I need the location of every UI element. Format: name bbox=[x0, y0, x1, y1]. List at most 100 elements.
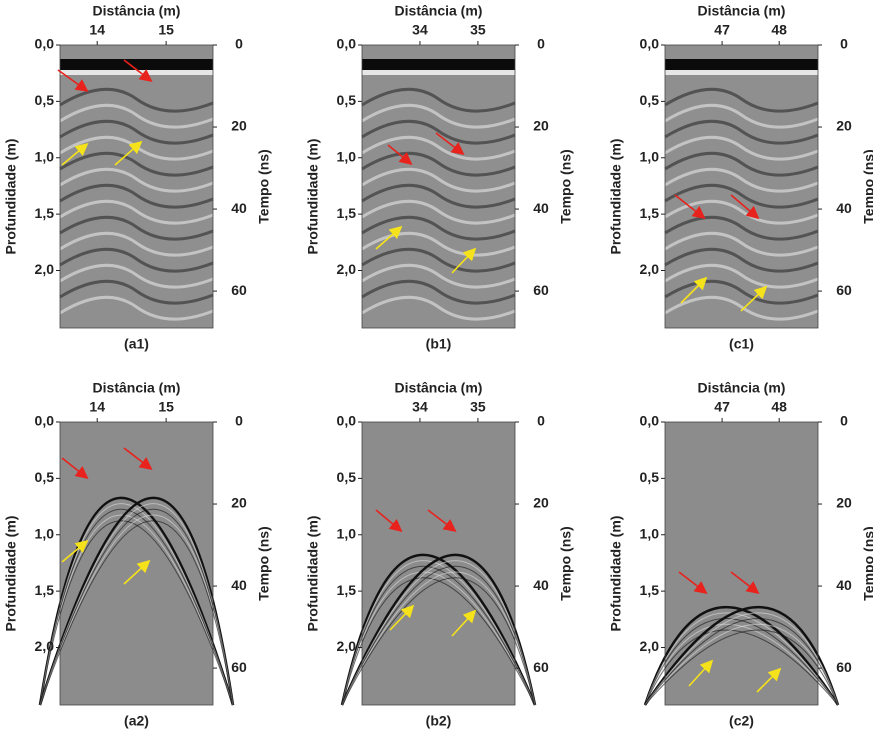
x-tick-label: 35 bbox=[470, 399, 486, 415]
direct-wave-light bbox=[362, 70, 515, 75]
y-tick-label: 2,0 bbox=[640, 261, 660, 277]
x-axis-title: Distância (m) bbox=[395, 3, 483, 19]
annotation-arrow bbox=[756, 667, 782, 693]
y-tick-label: 0,5 bbox=[640, 469, 660, 485]
annotation-arrow bbox=[451, 609, 477, 637]
y2-tick-label: 60 bbox=[836, 659, 852, 675]
y-tick-label: 1,0 bbox=[35, 148, 55, 164]
x-axis-title: Distância (m) bbox=[93, 3, 181, 19]
reflection-band bbox=[59, 295, 214, 321]
y-tick-label: 1,5 bbox=[640, 205, 660, 221]
hyperbola bbox=[341, 560, 536, 706]
x-tick-label: 15 bbox=[158, 399, 174, 415]
panel-caption: (a1) bbox=[124, 336, 149, 352]
y-tick-label: 0,0 bbox=[35, 36, 55, 52]
reflection-band bbox=[59, 263, 214, 289]
y-axis-title: Profundidade (m) bbox=[3, 139, 19, 255]
x-tick-label: 15 bbox=[158, 22, 174, 38]
hyperbola bbox=[644, 618, 839, 706]
hyperbola bbox=[644, 629, 839, 706]
y-tick-label: 2,0 bbox=[35, 261, 55, 277]
reflection-band bbox=[361, 135, 516, 161]
y2-tick-label: 20 bbox=[836, 495, 852, 511]
reflection-band bbox=[664, 135, 819, 161]
x-axis-title: Distância (m) bbox=[395, 380, 483, 396]
y2-tick-label: 20 bbox=[533, 118, 549, 134]
reflection-band bbox=[59, 199, 214, 225]
y2-tick-label: 60 bbox=[836, 282, 852, 298]
y-tick-label: 2,0 bbox=[35, 638, 55, 654]
plot-frame bbox=[664, 44, 819, 329]
plot-frame bbox=[361, 421, 516, 706]
reflection-band bbox=[361, 151, 516, 177]
annotation-arrow bbox=[427, 509, 457, 532]
y2-axis-title: Tempo (ns) bbox=[558, 526, 574, 600]
reflection-band bbox=[664, 183, 819, 209]
annotation-arrow bbox=[61, 539, 89, 563]
reflection-band bbox=[361, 231, 516, 257]
annotation-arrow bbox=[61, 142, 89, 166]
y-axis-title: Profundidade (m) bbox=[608, 516, 624, 632]
annotation-arrow bbox=[678, 571, 708, 594]
hyperbola bbox=[39, 514, 234, 706]
hyperbola bbox=[644, 612, 839, 706]
annotation-arrow bbox=[375, 225, 403, 250]
y2-tick-label: 0 bbox=[840, 36, 848, 52]
reflections bbox=[361, 59, 516, 321]
y-tick-label: 1,5 bbox=[337, 205, 357, 221]
annotation-arrow bbox=[730, 571, 760, 594]
y2-tick-label: 40 bbox=[533, 577, 549, 593]
y-tick-label: 0,0 bbox=[35, 413, 55, 429]
annotation-arrow bbox=[730, 194, 760, 220]
reflection-band bbox=[664, 215, 819, 241]
reflection-band bbox=[664, 263, 819, 289]
reflection-band bbox=[664, 247, 819, 273]
annotation-arrow bbox=[387, 144, 413, 166]
y-tick-label: 0,5 bbox=[337, 92, 357, 108]
x-tick-label: 34 bbox=[412, 399, 428, 415]
y2-tick-label: 0 bbox=[537, 36, 545, 52]
y2-tick-label: 0 bbox=[840, 413, 848, 429]
hyperbola bbox=[341, 571, 536, 706]
annotation-arrow bbox=[123, 59, 153, 82]
annotation-arrow bbox=[57, 69, 89, 92]
y-axis-title: Profundidade (m) bbox=[608, 139, 624, 255]
x-tick-label: 48 bbox=[771, 399, 787, 415]
reflection-band bbox=[59, 103, 214, 129]
annotation-arrow bbox=[435, 132, 465, 155]
y2-tick-label: 60 bbox=[533, 282, 549, 298]
y-tick-label: 0,0 bbox=[640, 36, 660, 52]
reflection-band bbox=[664, 167, 819, 193]
reflection-band bbox=[59, 119, 214, 145]
direct-wave bbox=[665, 59, 818, 70]
x-tick-label: 47 bbox=[714, 22, 730, 38]
y-axis-title: Profundidade (m) bbox=[305, 516, 321, 632]
y2-axis-title: Tempo (ns) bbox=[861, 526, 873, 600]
annotation-arrow bbox=[674, 194, 706, 219]
y2-tick-label: 0 bbox=[537, 413, 545, 429]
direct-wave-light bbox=[60, 70, 213, 75]
reflections bbox=[643, 606, 840, 706]
y2-axis-title: Tempo (ns) bbox=[256, 149, 272, 223]
reflection-band bbox=[664, 151, 819, 177]
reflection-band bbox=[361, 295, 516, 321]
y2-tick-label: 40 bbox=[231, 200, 247, 216]
hyperbola bbox=[39, 520, 234, 706]
annotation-arrow bbox=[114, 140, 143, 166]
hyperbola bbox=[341, 577, 536, 706]
x-axis-title: Distância (m) bbox=[698, 3, 786, 19]
y-tick-label: 0,5 bbox=[640, 92, 660, 108]
y2-tick-label: 0 bbox=[235, 36, 243, 52]
hyperbola bbox=[644, 618, 839, 706]
hyperbola bbox=[341, 565, 536, 706]
hyperbola bbox=[644, 612, 839, 706]
radargram-image bbox=[60, 422, 213, 705]
reflection-band bbox=[361, 215, 516, 241]
reflection-band bbox=[361, 119, 516, 145]
y2-tick-label: 20 bbox=[533, 495, 549, 511]
hyperbola bbox=[39, 509, 234, 706]
annotation-arrow bbox=[123, 559, 151, 585]
hyperbola bbox=[644, 629, 839, 706]
hyperbola bbox=[643, 606, 840, 706]
